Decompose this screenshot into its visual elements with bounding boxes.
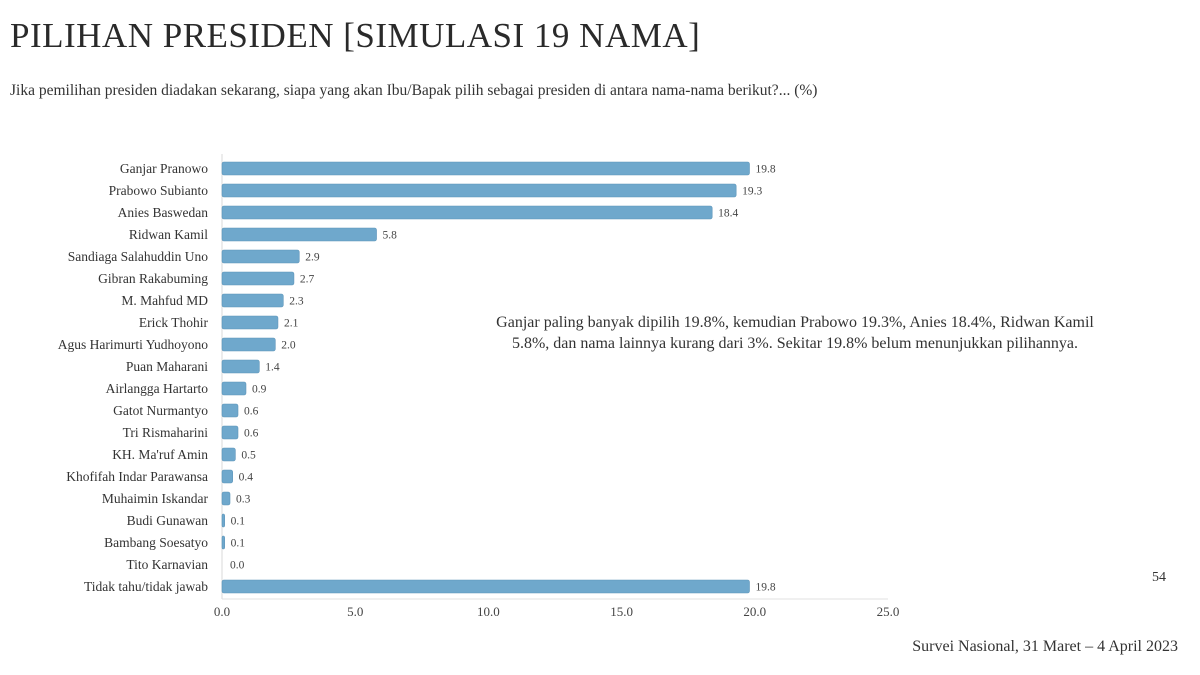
data-label: 2.0 [281,340,296,352]
category-label: Gatot Nurmantyo [113,403,208,418]
category-label: Agus Harimurti Yudhoyono [58,337,208,352]
category-label: Khofifah Indar Parawansa [66,469,208,484]
data-label: 2.9 [305,252,320,264]
data-label: 0.1 [231,538,246,550]
bar [221,227,377,242]
bar [221,579,750,594]
category-label: Muhaimin Iskandar [102,491,209,506]
bar [221,337,276,352]
x-tick-label: 20.0 [743,604,766,619]
category-label: Tito Karnavian [126,557,208,572]
data-label: 2.7 [300,274,315,286]
category-label: Puan Maharani [126,359,208,374]
data-label: 19.3 [742,186,762,198]
bar [221,447,236,462]
data-label: 5.8 [383,230,398,242]
bar [221,425,239,440]
bar [221,403,239,418]
bar [221,491,231,506]
annotation-text: Ganjar paling banyak dipilih 19.8%, kemu… [496,314,1094,352]
bar [221,469,233,484]
bar [221,271,295,286]
x-tick-label: 0.0 [214,604,230,619]
category-label: KH. Ma'ruf Amin [112,447,208,462]
source-note: Survei Nasional, 31 Maret – 4 April 2023 [912,638,1178,655]
x-tick-label: 10.0 [477,604,500,619]
category-label: Airlangga Hartarto [106,381,209,396]
bar [221,535,225,550]
data-label: 18.4 [718,208,738,220]
chart-title: PILIHAN PRESIDEN [SIMULASI 19 NAMA] [10,16,701,55]
data-label: 0.3 [236,494,251,506]
bar [221,205,713,220]
category-label: Sandiaga Salahuddin Uno [68,249,208,264]
data-label: 0.0 [230,560,245,572]
data-label: 0.6 [244,406,259,418]
data-label: 19.8 [755,164,775,176]
bar [221,359,260,374]
data-label: 1.4 [265,362,280,374]
category-label: Prabowo Subianto [109,183,209,198]
x-tick-label: 25.0 [877,604,900,619]
bar [221,183,737,198]
category-label: M. Mahfud MD [121,293,208,308]
bar [221,381,247,396]
stray-label: 54 [1152,570,1166,585]
category-label: Ridwan Kamil [129,227,208,242]
bar [221,315,279,330]
data-label: 0.1 [231,516,246,528]
data-label: 2.3 [289,296,304,308]
data-label: 0.4 [239,472,254,484]
data-label: 19.8 [755,582,775,594]
data-label: 0.6 [244,428,259,440]
bar [221,161,750,176]
bar [221,293,284,308]
category-label: Erick Thohir [139,315,209,330]
category-label: Tidak tahu/tidak jawab [84,579,208,594]
data-label: 2.1 [284,318,299,330]
category-label: Budi Gunawan [127,513,209,528]
category-label: Gibran Rakabuming [98,271,208,286]
chart-subtitle: Jika pemilihan presiden diadakan sekaran… [10,82,818,99]
category-label: Anies Baswedan [118,205,209,220]
x-tick-label: 15.0 [610,604,633,619]
x-tick-label: 5.0 [347,604,363,619]
data-label: 0.9 [252,384,267,396]
category-label: Tri Rismaharini [123,425,209,440]
category-label: Ganjar Pranowo [120,161,208,176]
data-label: 0.5 [241,450,256,462]
bar [221,249,300,264]
bar [221,513,225,528]
category-label: Bambang Soesatyo [104,535,208,550]
